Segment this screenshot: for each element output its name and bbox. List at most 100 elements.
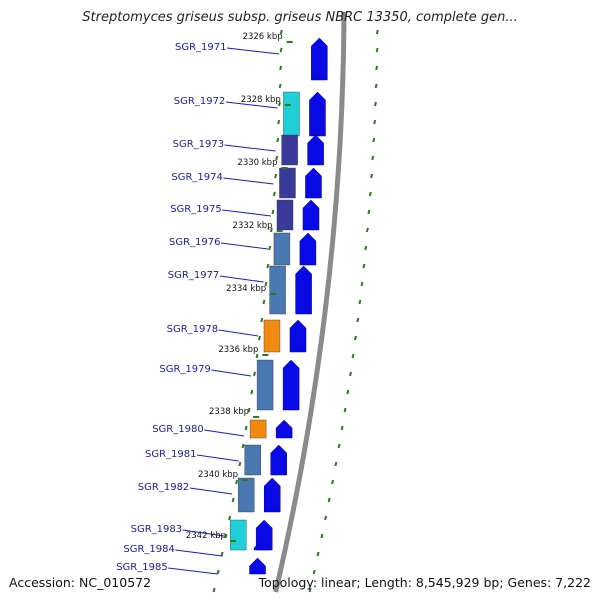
tick-track-inner: [255, 353, 259, 359]
gene-arrow[interactable]: [253, 539, 271, 551]
tick-track-inner: [279, 47, 283, 53]
tick-track-outer: [358, 299, 362, 305]
tick-track-outer: [312, 569, 316, 575]
tick-track-outer: [374, 101, 377, 107]
gene-leader-line: [204, 429, 245, 437]
tick-track-inner: [279, 29, 283, 35]
tick-track-outer: [370, 173, 374, 179]
tick-track-outer: [349, 371, 352, 377]
tick-track-inner: [277, 119, 281, 125]
scale-label: 2336 kbp: [218, 345, 258, 355]
gene-label[interactable]: SGR_1984: [123, 544, 174, 555]
tick-track-inner: [272, 191, 276, 197]
tick-track-outer: [367, 209, 371, 215]
gene-leader-line: [226, 47, 280, 55]
cds-feature[interactable]: [244, 444, 261, 476]
gene-leader-line: [225, 101, 278, 109]
tick-track-outer: [375, 29, 379, 35]
scale-label: 2334 kbp: [226, 284, 266, 294]
gene-label[interactable]: SGR_1983: [131, 524, 183, 535]
gene-arrow[interactable]: [299, 232, 317, 266]
tick-track-inner: [262, 299, 266, 305]
tick-track-outer: [371, 155, 375, 161]
gene-label[interactable]: SGR_1977: [168, 270, 220, 281]
gene-label[interactable]: SGR_1979: [159, 364, 211, 375]
tick-track-outer: [308, 587, 312, 593]
gene-label[interactable]: SGR_1974: [171, 172, 223, 183]
scale-label: 2342 kbp: [186, 531, 226, 541]
gene-label[interactable]: SGR_1981: [145, 449, 197, 460]
accession-label: Accession: NC_010572: [9, 575, 152, 590]
tick-track-outer: [343, 407, 347, 413]
tick-track-inner: [258, 335, 261, 341]
gene-arrow[interactable]: [263, 477, 281, 513]
tick-track-inner: [279, 65, 283, 71]
tick-track-inner: [224, 533, 228, 539]
gene-leader-line: [222, 209, 272, 217]
tick-track-inner: [238, 461, 242, 467]
tick-track-inner: [212, 587, 216, 593]
tick-track-inner: [241, 443, 245, 449]
gene-arrow[interactable]: [295, 265, 312, 315]
scale-label: 2340 kbp: [198, 470, 238, 480]
topology-summary: Topology: linear; Length: 8,545,929 bp; …: [258, 575, 591, 590]
gene-label[interactable]: SGR_1972: [174, 96, 226, 107]
tick-track-inner: [264, 281, 268, 287]
tick-track-inner: [244, 425, 248, 431]
gene-leader-line: [196, 454, 239, 462]
gene-leader-line: [219, 275, 264, 283]
scale-label: 2328 kbp: [241, 95, 281, 105]
gene-arrow[interactable]: [289, 319, 307, 353]
gene-label[interactable]: SGR_1985: [116, 562, 168, 573]
tick-track-outer: [365, 227, 369, 233]
gene-leader-line: [220, 242, 268, 250]
cds-feature[interactable]: [229, 519, 247, 551]
gene-arrow[interactable]: [282, 359, 300, 411]
gene-label[interactable]: SGR_1975: [170, 204, 222, 215]
cds-feature[interactable]: [281, 134, 298, 166]
cds-feature[interactable]: [249, 419, 267, 439]
tick-track-outer: [340, 425, 344, 431]
scale-label: 2332 kbp: [233, 221, 273, 231]
gene-arrow[interactable]: [311, 37, 328, 81]
gene-leader-line: [218, 329, 259, 337]
gene-arrow[interactable]: [302, 199, 320, 231]
gene-label[interactable]: SGR_1982: [138, 482, 190, 493]
gene-arrow[interactable]: [270, 444, 287, 476]
gene-label[interactable]: SGR_1973: [173, 139, 225, 150]
gene-label[interactable]: SGR_1980: [152, 424, 204, 435]
cds-feature[interactable]: [279, 167, 296, 199]
tick-track-inner: [278, 83, 282, 89]
cds-feature[interactable]: [283, 91, 300, 137]
gene-arrow[interactable]: [307, 134, 324, 166]
gene-arrow[interactable]: [249, 557, 266, 575]
tick-track-inner: [269, 227, 273, 233]
tick-track-outer: [331, 479, 335, 485]
tick-track-outer: [375, 47, 379, 53]
tick-track-inner: [271, 209, 275, 215]
cds-feature[interactable]: [276, 199, 294, 231]
gene-arrow[interactable]: [305, 167, 322, 199]
scale-label: 2326 kbp: [243, 32, 283, 42]
tick-track-outer: [374, 83, 378, 89]
tick-track-outer: [362, 263, 366, 269]
tick-track-inner: [275, 155, 279, 161]
tick-track-outer: [316, 551, 320, 557]
gene-label[interactable]: SGR_1971: [175, 42, 227, 53]
tick-track-outer: [320, 533, 324, 539]
cds-feature[interactable]: [273, 232, 291, 266]
map-title: Streptomyces griseus subsp. griseus NBRC…: [82, 10, 518, 25]
cds-feature[interactable]: [263, 319, 281, 353]
gene-leader-line: [189, 487, 233, 495]
tick-track-inner: [247, 407, 251, 413]
cds-feature[interactable]: [238, 477, 255, 513]
cds-feature[interactable]: [269, 265, 286, 315]
gene-label[interactable]: SGR_1978: [167, 324, 219, 335]
gene-label[interactable]: SGR_1976: [169, 237, 221, 248]
tick-track-outer: [375, 65, 379, 71]
cds-feature[interactable]: [256, 359, 274, 411]
gene-leader-line: [224, 144, 276, 152]
gene-arrow[interactable]: [275, 419, 293, 439]
gene-arrow[interactable]: [309, 91, 326, 137]
